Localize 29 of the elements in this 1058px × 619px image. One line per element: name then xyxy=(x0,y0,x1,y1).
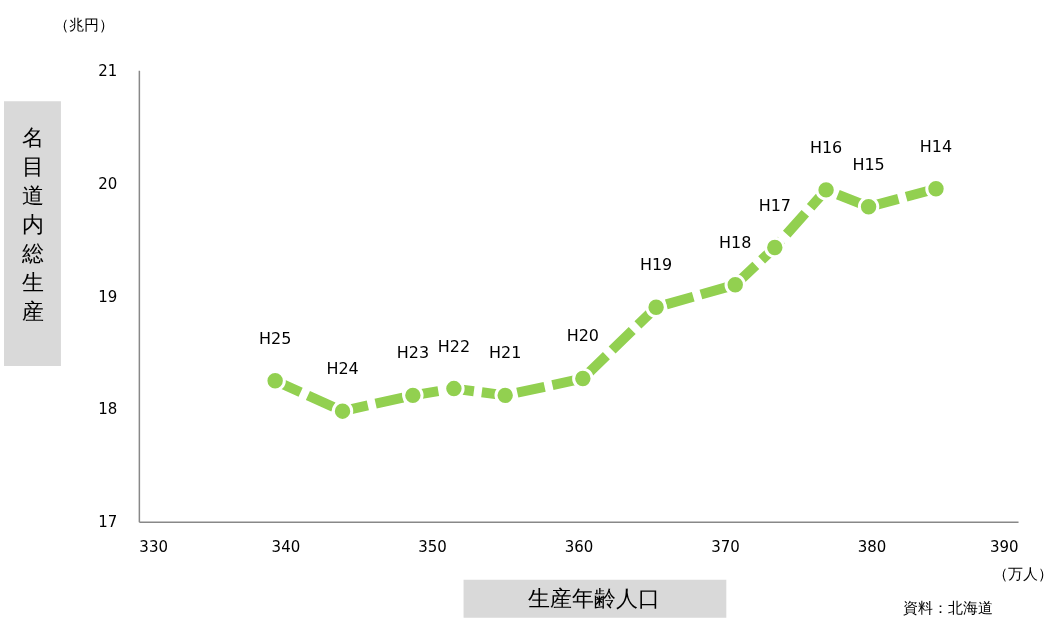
annotation: H20 xyxy=(566,326,600,346)
text: （兆円） xyxy=(53,16,114,35)
text: 資料：北海道 xyxy=(903,598,994,617)
annotation: H24 xyxy=(326,359,359,379)
annotation: H19 xyxy=(639,255,673,275)
x-tick-label: 330 xyxy=(139,538,168,557)
y-tick-label: 18 xyxy=(98,400,118,419)
x-tick-label: 340 xyxy=(271,538,301,557)
y-tick-label: 19 xyxy=(98,287,118,306)
annotation: H18 xyxy=(719,232,752,252)
annotation: H23 xyxy=(396,343,430,363)
annotation: H17 xyxy=(758,195,791,215)
annotation: H25 xyxy=(258,328,292,348)
text: （万人） xyxy=(993,564,1054,583)
x-axis-title: 生産年齢人口 xyxy=(528,585,661,611)
annotation: H16 xyxy=(809,137,843,157)
x-tick-label: 360 xyxy=(564,538,594,557)
y-axis-title: 名目道内総生産 xyxy=(20,125,44,324)
annotation: H22 xyxy=(437,336,471,356)
annotation: H14 xyxy=(919,136,953,156)
y-tick-label: 21 xyxy=(98,61,118,80)
x-tick-label: 370 xyxy=(711,538,740,557)
x-tick-label: 380 xyxy=(857,538,887,557)
annotation: H15 xyxy=(852,154,885,174)
y-tick-label: 20 xyxy=(98,174,118,193)
x-tick-label: 350 xyxy=(418,538,447,557)
y-tick-label: 17 xyxy=(98,513,118,532)
annotation: H21 xyxy=(489,343,522,363)
x-tick-label: 390 xyxy=(989,538,1019,557)
